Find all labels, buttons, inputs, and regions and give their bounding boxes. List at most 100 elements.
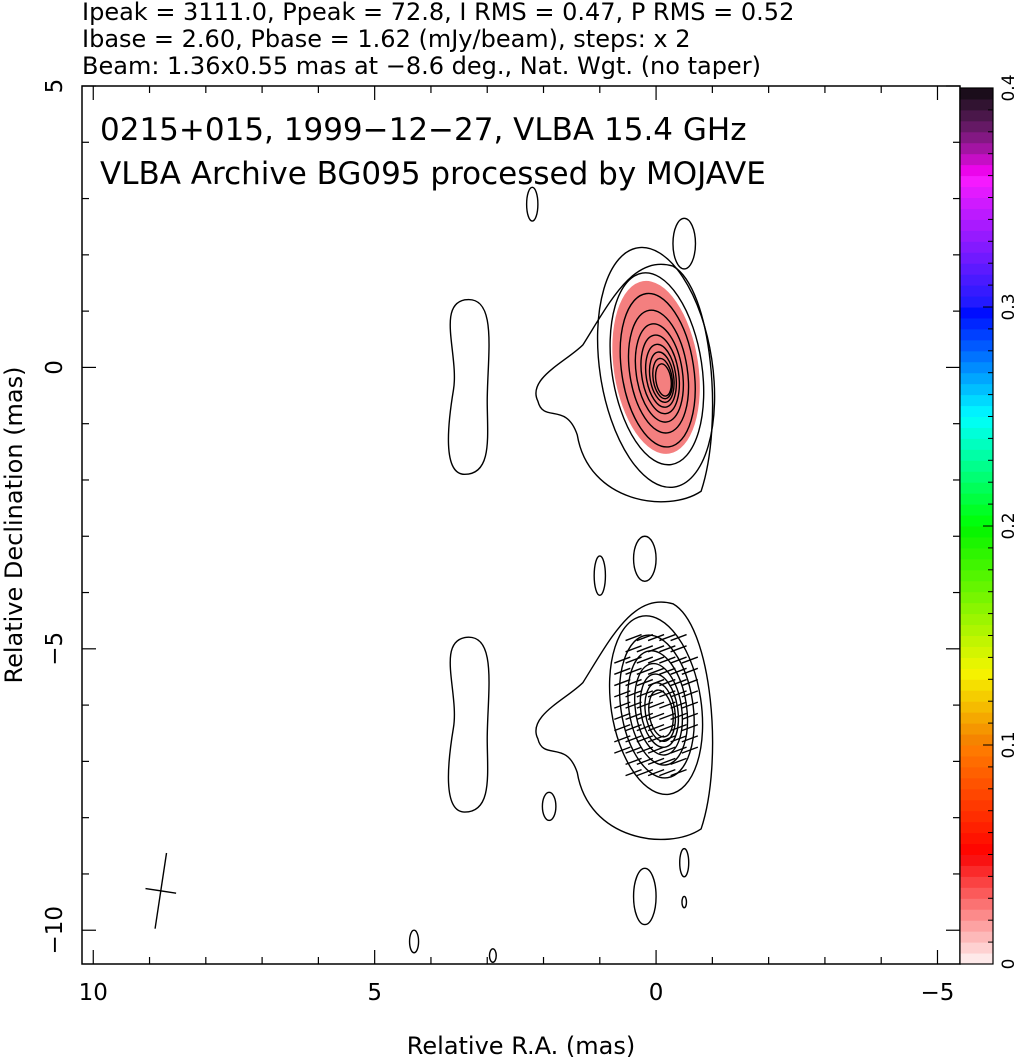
evpa-tick [681, 690, 699, 698]
evpa-tick [636, 723, 654, 732]
colorbar-band [960, 712, 993, 724]
colorbar-band [960, 164, 993, 177]
colorbar-band [960, 515, 993, 527]
header-line-3: Beam: 1.36x0.55 mas at −8.6 deg., Nat. W… [82, 52, 761, 80]
colorbar-band [960, 197, 993, 209]
colorbar-band [960, 569, 993, 582]
colorbar-band [960, 624, 993, 636]
colorbar-band [960, 810, 993, 823]
evpa-tick [625, 645, 642, 653]
evpa-tick [614, 656, 631, 664]
evpa-tick [625, 712, 642, 721]
small-contour [525, 186, 539, 222]
evpa-tick [636, 746, 654, 754]
colorbar-band [960, 734, 993, 746]
colorbar-band [960, 394, 993, 407]
y-tick-label: −10 [42, 906, 68, 955]
evpa-tick [614, 723, 631, 732]
evpa-tick [681, 735, 699, 743]
evpa-tick [636, 645, 654, 653]
x-tick-label: 0 [649, 980, 664, 1006]
colorbar-band [960, 241, 993, 253]
colorbar-band [960, 898, 993, 910]
small-contour [632, 535, 657, 582]
colorbar-band [960, 854, 993, 866]
core-contour [609, 272, 705, 466]
evpa-tick [647, 656, 665, 664]
colorbar-band [960, 701, 993, 713]
colorbar-band [960, 679, 993, 691]
core-contour [619, 292, 696, 448]
colorbar-band [960, 821, 993, 834]
evpa-tick [670, 723, 687, 732]
evpa-tick [636, 735, 654, 743]
evpa-tick [670, 701, 687, 709]
colorbar-band [960, 931, 993, 943]
evpa-tick [647, 645, 665, 653]
colorbar-tick-label: 0.1 [999, 731, 1019, 758]
colorbar-band [960, 88, 993, 100]
colorbar-band [960, 668, 993, 680]
colorbar-band [960, 635, 993, 647]
evpa-tick [670, 656, 687, 664]
colorbar-band [960, 745, 993, 757]
evpa-tick [659, 757, 676, 766]
evpa-tick [647, 690, 665, 698]
evpa-tick [670, 768, 687, 777]
evpa-tick [670, 735, 687, 743]
axis-ticks [82, 85, 960, 964]
evpa-tick [659, 667, 676, 675]
core-contour [634, 662, 684, 756]
x-tick-label: 10 [79, 980, 108, 1006]
y-tick-label: 5 [42, 79, 68, 94]
colorbar-band [960, 723, 993, 735]
evpa-tick [636, 678, 654, 687]
small-contour [681, 895, 688, 909]
colorbar-band [960, 526, 993, 538]
colorbar-band [960, 175, 993, 188]
evpa-tick [659, 746, 676, 754]
colorbar-band [960, 131, 993, 144]
small-contour [541, 791, 557, 822]
colorbar-band [960, 230, 993, 242]
evpa-tick [670, 746, 687, 754]
evpa-tick [647, 735, 665, 743]
plot-title-line-2: VLBA Archive BG095 processed by MOJAVE [100, 156, 766, 192]
small-contour [679, 847, 690, 878]
evpa-tick [636, 757, 654, 766]
colorbar-tick-label: 0.4 [999, 74, 1019, 101]
evpa-tick [625, 667, 642, 675]
evpa-tick [659, 723, 676, 732]
colorbar-band [960, 328, 993, 341]
colorbar-tick-label: 0 [999, 959, 1019, 970]
evpa-tick [636, 712, 654, 721]
core-contour [618, 634, 695, 779]
evpa-tick [614, 712, 631, 721]
evpa-tick [625, 746, 642, 754]
evpa-tick [614, 678, 631, 687]
y-tick-label: −5 [42, 632, 68, 666]
beam-minor-axis [145, 887, 177, 894]
colorbar-band [960, 153, 993, 166]
evpa-tick [625, 701, 642, 709]
evpa-tick [670, 667, 687, 675]
colorbar-band [960, 350, 993, 363]
outer-contour [535, 263, 714, 503]
y-axis-label: Relative Declination (mas) [0, 366, 28, 683]
colorbar-band [960, 504, 993, 516]
evpa-tick [659, 633, 676, 642]
evpa-tick [670, 645, 687, 653]
evpa-tick [636, 701, 654, 709]
colorbar-tick-label: 0.3 [999, 293, 1019, 320]
evpa-tick [647, 678, 665, 687]
evpa-tick [636, 667, 654, 675]
colorbar-band [960, 405, 993, 417]
evpa-tick [625, 690, 642, 698]
colorbar-band [960, 307, 993, 319]
evpa-tick [614, 701, 631, 709]
colorbar-band [960, 142, 993, 155]
evpa-tick [614, 690, 631, 698]
contour-layer [145, 186, 716, 964]
evpa-tick [681, 723, 699, 732]
